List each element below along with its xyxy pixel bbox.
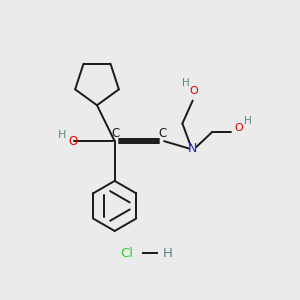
Text: H: H [58, 130, 67, 140]
Text: O: O [235, 123, 243, 133]
Text: H: H [244, 116, 252, 126]
Text: C: C [111, 127, 120, 140]
Text: C: C [158, 127, 166, 140]
Text: Cl: Cl [120, 247, 133, 260]
Text: H: H [182, 78, 190, 88]
Text: O: O [190, 86, 199, 96]
Text: H: H [163, 247, 172, 260]
Text: O: O [69, 135, 78, 148]
Text: N: N [188, 142, 197, 155]
